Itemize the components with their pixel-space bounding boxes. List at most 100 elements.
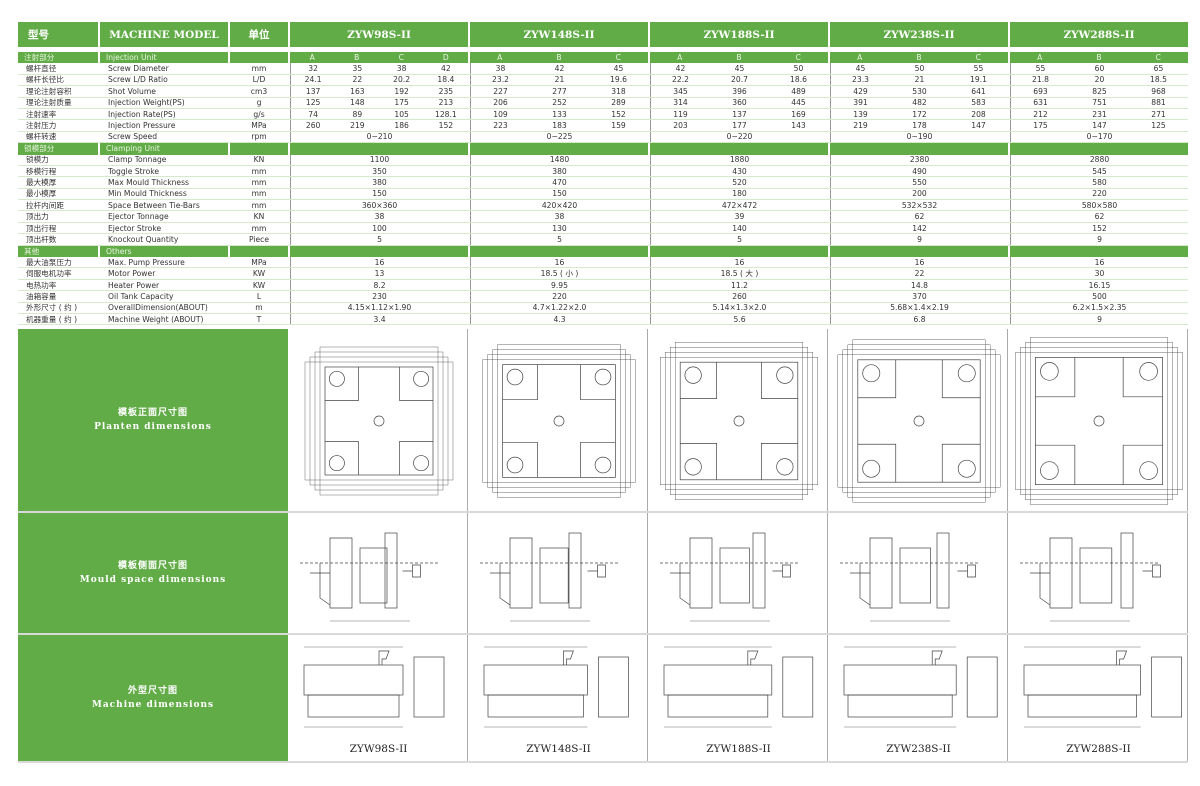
- mould-plate: [752, 532, 766, 609]
- platen-cross: [857, 359, 981, 483]
- tie-bar-hole: [506, 456, 524, 474]
- value-cell: 1480: [470, 154, 648, 165]
- value-cell: 38: [290, 211, 468, 222]
- variant-label: A: [677, 53, 683, 63]
- platen-drawing: [837, 339, 1001, 503]
- model-header: ZYW288S-II: [1010, 22, 1188, 47]
- param-unit: Piece: [248, 234, 270, 244]
- platen-drawing: [304, 346, 454, 496]
- param-name-cn: 理论注射容积: [26, 86, 72, 96]
- variant-values: 45 50 55: [831, 64, 1008, 73]
- variant-value: 18.5: [1150, 75, 1167, 85]
- value-cell: 1100: [290, 154, 468, 165]
- drawing-cell: [470, 513, 648, 633]
- value-cell: 9.95: [470, 279, 648, 291]
- table-row: 移模行程 Toggle Stroke mm 350 380 430 490 545: [18, 165, 1188, 178]
- hopper: [931, 650, 943, 665]
- table-row: 顶出行程 Ejector Stroke mm 100 130 140 142 152: [18, 222, 1188, 235]
- dimension-line: [1030, 337, 1168, 505]
- variant-value: 277: [552, 86, 567, 96]
- table-row: 伺服电机功率 Motor Power KW 13 18.5 ( 小 ) 18.5 ( 大 …: [18, 268, 1188, 280]
- value-cell: 380: [470, 165, 648, 177]
- value-cell: 137 163 192 235: [290, 86, 468, 97]
- variant-value: 74: [308, 109, 318, 119]
- value-cell: 550: [830, 177, 1008, 188]
- section-unit-cell: [230, 143, 288, 155]
- value-cell: 62: [1010, 211, 1188, 222]
- value-cell: 16: [470, 257, 648, 268]
- value-cell: 260 219 186 152: [290, 120, 468, 131]
- value-cell: 62: [830, 211, 1008, 222]
- variant-value: 18.4: [437, 75, 455, 85]
- section-model-cell: A B C: [1010, 52, 1188, 64]
- value-cell: 490: [830, 165, 1008, 177]
- platen-cross: [502, 364, 616, 478]
- param-name-cn: 电热功率: [26, 280, 57, 290]
- table-row: 外形尺寸 ( 约 ) OverallDimension(ABOUT) m 4.15×1…: [18, 302, 1188, 314]
- variant-label: C: [615, 53, 621, 63]
- param-unit: mm: [251, 200, 267, 210]
- value-cell: 3.4: [290, 313, 468, 325]
- dimension-line: [664, 352, 814, 491]
- value-cell: 5: [290, 234, 468, 245]
- value-cell: 470: [470, 177, 648, 188]
- variant-value: 21: [914, 75, 925, 85]
- value-cell: 5.6: [650, 313, 828, 325]
- machine-base: [667, 694, 769, 718]
- section-model-cell: A B C: [650, 52, 828, 64]
- param-name-cn: 螺杆直径: [26, 64, 57, 74]
- param-name-en: Min Mould Thickness: [108, 189, 187, 199]
- variant-value: 881: [1151, 98, 1166, 108]
- param-name-en: Injection Weight(PS): [108, 98, 185, 108]
- section-title-en: Others: [100, 245, 228, 258]
- drawing-cell: ZYW238S-II: [830, 635, 1008, 761]
- table-row: 注射压力 Injection Pressure MPa 260 219 186 152 223…: [18, 120, 1188, 132]
- variant-values: 314 360 445: [651, 98, 828, 107]
- param-unit: rpm: [251, 132, 267, 142]
- variant-value: 693: [1033, 86, 1048, 96]
- variant-value: 429: [853, 86, 868, 96]
- variant-value: 125: [1151, 121, 1166, 131]
- variant-value: 482: [912, 98, 927, 108]
- value-cell: 42 45 50: [650, 63, 828, 74]
- machine-drawing: [483, 646, 629, 728]
- variant-value: 271: [1151, 109, 1166, 119]
- fixed-platen: [359, 547, 388, 604]
- platen-outline: [857, 359, 981, 483]
- variant-values: 429 530 641: [831, 87, 1008, 96]
- section-row: 锁模部分 Clamping Unit: [18, 143, 1188, 155]
- variant-value: 137: [305, 86, 321, 96]
- variant-label: B: [556, 53, 562, 63]
- table-header: 型号 MACHINE MODEL 单位 ZYW98S-II ZYW148S-II…: [18, 22, 1188, 47]
- variant-value: 219: [853, 121, 868, 131]
- value-cell: 22.2 20.7 18.6: [650, 74, 828, 86]
- dimension-line: [675, 341, 803, 501]
- value-cell: 11.2: [650, 279, 828, 291]
- nozzle: [587, 564, 606, 578]
- param-unit: mm: [251, 223, 267, 233]
- dimension-line: [309, 356, 449, 486]
- variant-values: 693 825 968: [1011, 87, 1188, 96]
- param-unit: KW: [252, 280, 266, 290]
- param-unit: mm: [251, 189, 267, 199]
- param-name-en: Space Between Tie-Bars: [108, 200, 200, 210]
- variant-value: 213: [438, 98, 454, 108]
- param-unit: m: [255, 303, 263, 313]
- variant-value: 55: [973, 64, 984, 74]
- param-name-cn: 顶出行程: [26, 223, 57, 233]
- variant-labels: A B C D: [290, 53, 468, 62]
- value-cell: 631 751 881: [1010, 97, 1188, 108]
- value-cell: 152: [1010, 222, 1188, 234]
- value-cell: 18.5 ( 小 ): [470, 268, 648, 279]
- variant-values: 139 172 208: [831, 110, 1008, 119]
- variant-value: 360: [732, 98, 747, 108]
- variant-values: 74 89 105 128.1: [291, 110, 468, 119]
- value-cell: 139 172 208: [830, 108, 1008, 120]
- hopper: [563, 650, 574, 665]
- value-cell: 9: [1010, 313, 1188, 325]
- value-cell: 0~225: [470, 131, 648, 143]
- dimension-line: [1025, 342, 1173, 500]
- variant-value: 152: [438, 121, 454, 131]
- value-cell: 6.8: [830, 313, 1008, 325]
- variant-value: 345: [673, 86, 688, 96]
